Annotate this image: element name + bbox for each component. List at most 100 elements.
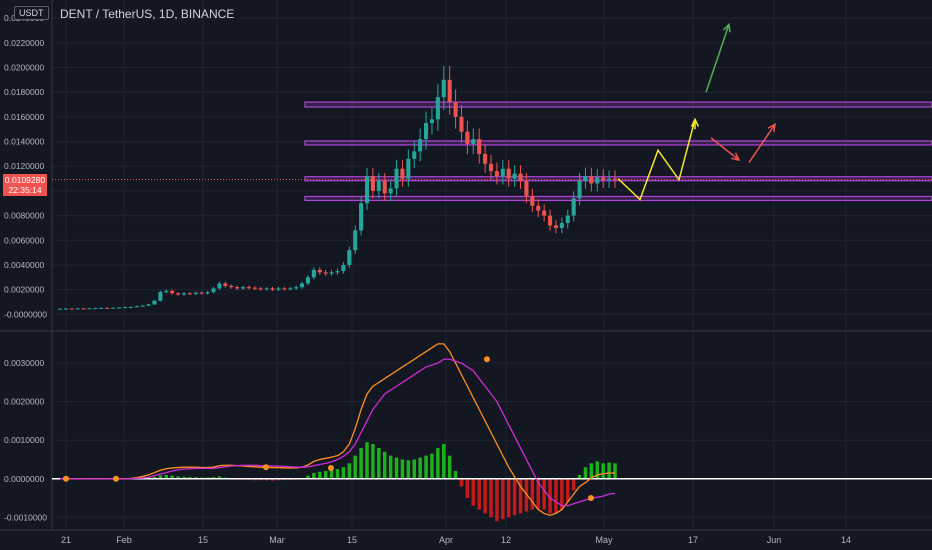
candle-body [335, 271, 340, 273]
candle-body [305, 277, 311, 284]
macd-histogram-bar [382, 451, 387, 479]
candle-body [518, 173, 523, 182]
candle-body [264, 288, 269, 290]
candle-body [211, 288, 216, 293]
candle-body [530, 195, 535, 206]
candle-body [376, 181, 381, 191]
price-tick-label: 0.0020000 [4, 285, 44, 295]
candle-body [571, 198, 576, 216]
macd-histogram-bar [554, 478, 558, 514]
macd-histogram-bar [329, 470, 334, 479]
crossover-marker [263, 464, 269, 471]
candle-body [347, 250, 352, 265]
macd-histogram-bar [323, 471, 328, 479]
price-tick-label: 0.0120000 [4, 161, 44, 171]
candle-body [69, 308, 74, 310]
candle-body [223, 283, 228, 286]
macd-line [60, 343, 615, 517]
macd-histogram-bar [388, 455, 393, 479]
candle-body [63, 308, 68, 310]
x-tick-label: 21 [61, 535, 71, 545]
macd-histogram-bar [194, 477, 198, 479]
macd-histogram-bar [365, 442, 369, 479]
x-tick-label: 12 [501, 535, 511, 545]
candle-body [359, 203, 364, 231]
crossover-marker [328, 464, 334, 471]
x-tick-label: Mar [269, 535, 285, 545]
candle-body [524, 181, 529, 196]
macd-histogram-bar [589, 463, 594, 479]
macd-histogram-bar [477, 478, 481, 510]
bar-countdown: 22:35:14 [8, 185, 42, 195]
red-down-arrow [710, 137, 740, 161]
candle-body [164, 290, 169, 293]
x-tick-label: 15 [198, 535, 208, 545]
candle-body [382, 181, 387, 194]
candle-body [559, 222, 564, 228]
candle-body [158, 292, 163, 301]
candle-body [500, 168, 505, 177]
macd-histogram-bar [489, 478, 493, 518]
x-tick-label: Jun [767, 535, 782, 545]
crossover-marker [63, 475, 69, 482]
price-tick-label: 0.0060000 [4, 235, 44, 245]
price-tick-label: 0.0220000 [4, 38, 44, 48]
macd-histogram-bar [253, 478, 257, 481]
macd-histogram-bar [595, 461, 600, 479]
macd-histogram-bar [577, 474, 582, 479]
candle-body [134, 306, 139, 308]
candle-body [128, 306, 133, 308]
candle-body [429, 119, 435, 124]
candle-body [565, 215, 570, 223]
macd-histogram-bar [512, 478, 517, 516]
macd-histogram-bar [258, 478, 263, 481]
signal-line [60, 358, 616, 507]
macd-histogram-bar [347, 463, 352, 479]
macd-tick-label: 0.0010000 [4, 435, 44, 445]
candle-body [607, 178, 612, 180]
candle-body [87, 308, 92, 310]
candle-body [612, 178, 618, 180]
resistance-zone [304, 140, 932, 146]
candle-body [329, 272, 334, 274]
candle-body [583, 176, 588, 182]
candle-body [459, 116, 464, 132]
macd-histogram-bar [518, 478, 523, 514]
currency-unit-badge[interactable]: USDT [14, 6, 49, 20]
candle-body [506, 168, 511, 179]
candle-body [170, 290, 175, 294]
x-tick-label: 15 [347, 535, 357, 545]
candle-body [418, 139, 423, 152]
candle-body [465, 131, 470, 145]
macd-histogram-bar [530, 478, 535, 510]
macd-histogram-bar [371, 444, 375, 479]
candle-body [288, 288, 293, 290]
macd-histogram-bar [447, 455, 452, 479]
candle-body [282, 288, 287, 290]
candle-body [187, 293, 192, 295]
crossover-marker [113, 475, 119, 482]
candle-body [471, 139, 476, 145]
macd-histogram-bar [501, 478, 505, 520]
candle-body [494, 171, 499, 177]
macd-histogram-bar [377, 447, 381, 479]
candle-body [252, 287, 257, 289]
candle-body [140, 305, 145, 307]
resistance-zone [304, 195, 932, 202]
macd-histogram-bar [571, 478, 576, 491]
candle-body [353, 230, 358, 251]
candle-body [536, 205, 541, 211]
x-tick-label: May [595, 535, 613, 545]
candle-body [300, 283, 305, 288]
crossover-marker [588, 495, 594, 502]
candle-body [93, 308, 98, 310]
candle-body [370, 176, 375, 191]
candle-body [176, 293, 181, 295]
green-arrow [705, 24, 730, 93]
candle-body [229, 285, 234, 288]
macd-histogram-bar [424, 455, 428, 479]
candle-body [595, 177, 600, 184]
candle-body [483, 153, 488, 164]
yellow-arrow-head [690, 117, 700, 127]
